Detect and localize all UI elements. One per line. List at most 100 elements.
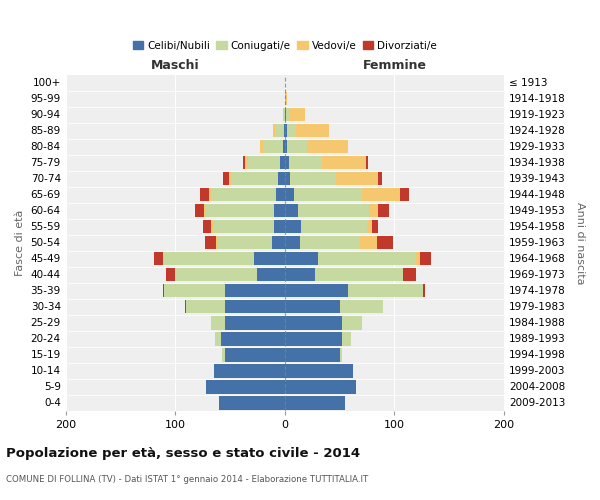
Bar — [285, 332, 350, 345]
Bar — [285, 188, 362, 202]
Bar — [215, 332, 285, 345]
Bar — [283, 108, 285, 122]
Bar — [206, 380, 285, 394]
Bar — [285, 396, 345, 409]
Bar — [257, 268, 285, 281]
Bar — [283, 108, 285, 122]
Bar — [206, 204, 285, 218]
Bar — [285, 172, 337, 186]
Bar — [285, 124, 287, 138]
Bar — [205, 236, 285, 250]
Bar — [285, 348, 342, 362]
Bar — [274, 220, 285, 234]
Bar — [285, 108, 286, 122]
Bar — [285, 380, 356, 394]
Bar — [243, 156, 285, 170]
Bar — [285, 140, 349, 153]
Bar — [260, 140, 285, 153]
Bar — [200, 188, 285, 202]
Bar — [285, 156, 322, 170]
Bar — [214, 364, 285, 378]
Bar — [285, 364, 353, 378]
Bar — [285, 236, 361, 250]
Bar — [285, 188, 293, 202]
Bar — [285, 252, 431, 266]
Bar — [285, 124, 329, 138]
Text: Femmine: Femmine — [362, 60, 427, 72]
Bar — [195, 204, 285, 218]
Bar — [185, 300, 285, 314]
Bar — [211, 220, 285, 234]
Text: Popolazione per età, sesso e stato civile - 2014: Popolazione per età, sesso e stato civil… — [6, 448, 360, 460]
Bar — [285, 252, 317, 266]
Bar — [164, 284, 285, 298]
Bar — [274, 204, 285, 218]
Text: Maschi: Maschi — [151, 60, 200, 72]
Bar — [211, 316, 285, 330]
Bar — [224, 348, 285, 362]
Bar — [221, 332, 285, 345]
Bar — [285, 268, 403, 281]
Bar — [186, 300, 285, 314]
Bar — [285, 284, 425, 298]
Bar — [285, 108, 289, 122]
Bar — [203, 220, 285, 234]
Bar — [229, 172, 285, 186]
Bar — [285, 300, 383, 314]
Bar — [285, 220, 373, 234]
Bar — [214, 220, 285, 234]
Bar — [285, 300, 383, 314]
Bar — [212, 188, 285, 202]
Bar — [175, 268, 285, 281]
Bar — [285, 252, 416, 266]
Bar — [204, 204, 285, 218]
Bar — [163, 284, 285, 298]
Bar — [154, 252, 285, 266]
Bar — [285, 268, 316, 281]
Bar — [248, 156, 285, 170]
Bar — [285, 204, 369, 218]
Bar — [285, 236, 300, 250]
Bar — [223, 348, 285, 362]
Bar — [272, 236, 285, 250]
Bar — [285, 380, 356, 394]
Bar — [278, 172, 285, 186]
Bar — [285, 364, 353, 378]
Bar — [224, 316, 285, 330]
Bar — [285, 268, 403, 281]
Bar — [284, 124, 285, 138]
Bar — [283, 108, 285, 122]
Bar — [285, 124, 296, 138]
Bar — [285, 204, 389, 218]
Bar — [285, 284, 423, 298]
Bar — [285, 220, 378, 234]
Bar — [232, 172, 285, 186]
Bar — [245, 156, 285, 170]
Bar — [223, 348, 285, 362]
Bar — [217, 236, 285, 250]
Text: COMUNE DI FOLLINA (TV) - Dati ISTAT 1° gennaio 2014 - Elaborazione TUTTITALIA.IT: COMUNE DI FOLLINA (TV) - Dati ISTAT 1° g… — [6, 476, 368, 484]
Bar — [285, 380, 356, 394]
Bar — [164, 252, 285, 266]
Bar — [285, 300, 340, 314]
Bar — [285, 172, 378, 186]
Bar — [273, 124, 285, 138]
Bar — [285, 140, 307, 153]
Bar — [219, 396, 285, 409]
Bar — [285, 92, 287, 106]
Bar — [186, 300, 285, 314]
Bar — [219, 396, 285, 409]
Bar — [280, 156, 285, 170]
Y-axis label: Fasce di età: Fasce di età — [15, 210, 25, 276]
Bar — [206, 380, 285, 394]
Bar — [285, 124, 329, 138]
Bar — [166, 268, 285, 281]
Bar — [175, 268, 285, 281]
Bar — [285, 316, 362, 330]
Bar — [285, 188, 400, 202]
Bar — [285, 348, 342, 362]
Bar — [285, 316, 362, 330]
Bar — [285, 92, 287, 106]
Bar — [223, 172, 285, 186]
Bar — [285, 316, 362, 330]
